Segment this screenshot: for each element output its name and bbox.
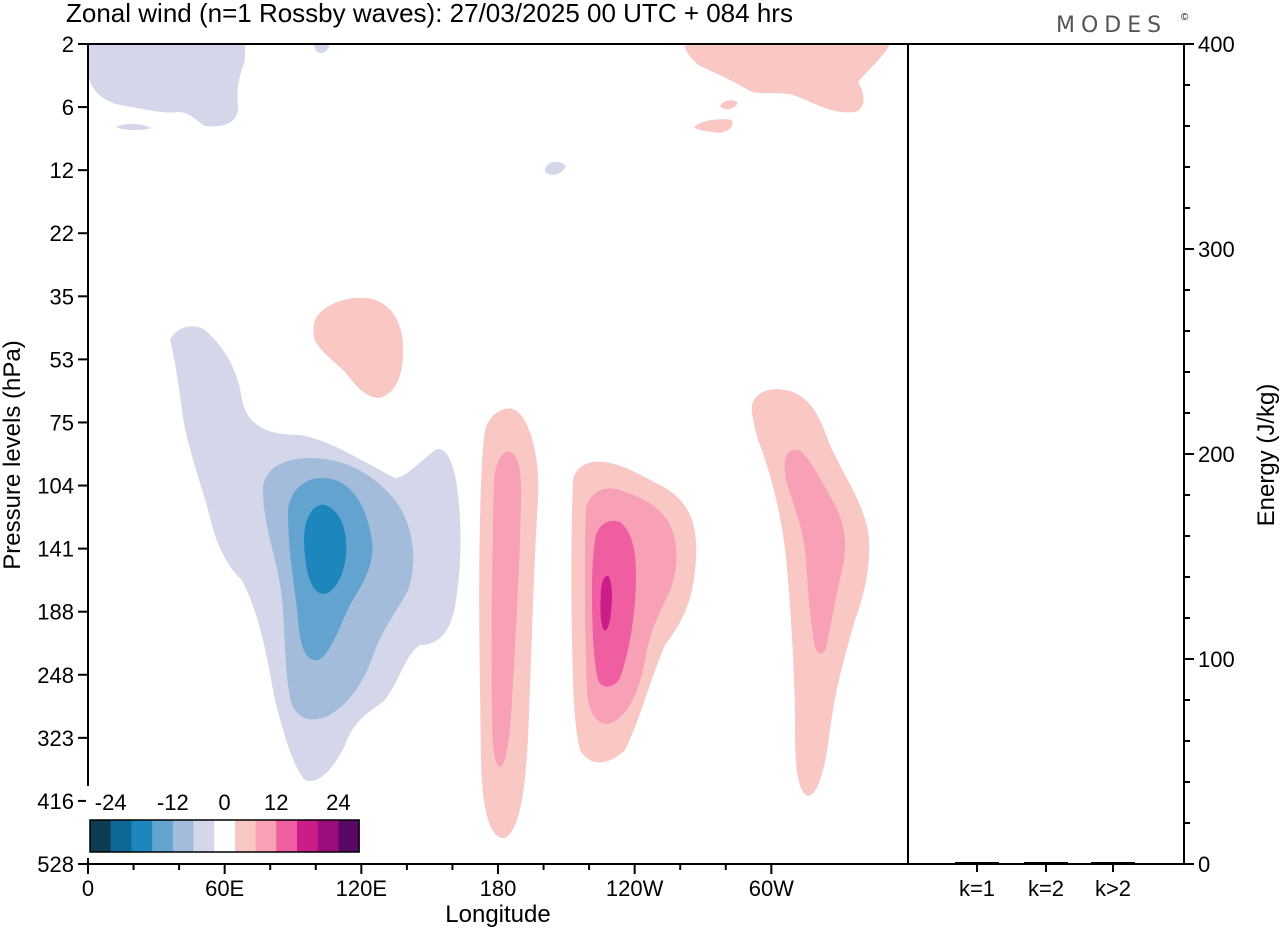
y-axis-energy: 0 100 200 300 400 (1184, 32, 1235, 877)
colorbar-swatch (214, 820, 236, 852)
modes-logo: MODES (1056, 13, 1167, 38)
y-tick-label: 2 (62, 32, 74, 57)
contour-pos-120w-level-3 (592, 520, 636, 687)
contour-neg-upper-left-fleck (116, 123, 152, 131)
energy-panel-frame (907, 43, 1185, 865)
x-tick-label: 120E (336, 876, 387, 901)
y-tick-label: 104 (37, 474, 74, 499)
energy-bar (1091, 862, 1135, 863)
y-axis-label: Pressure levels (hPa) (0, 340, 26, 569)
colorbar-swatch (193, 820, 215, 852)
y-tick-label: 22 (50, 221, 74, 246)
colorbar-swatch (297, 820, 319, 852)
y-tick-label: 12 (50, 158, 74, 183)
y-tick-label: 75 (50, 410, 74, 435)
energy-tick-label: 400 (1198, 32, 1235, 57)
contour-pos-60w-level-2 (784, 449, 846, 654)
y-tick-label: 53 (50, 347, 74, 372)
y-tick-label: 6 (62, 95, 74, 120)
x-tick-label: 0 (82, 876, 94, 901)
x-tick-label: 60E (205, 876, 244, 901)
y-axis-pressure: 2 6 12 22 35 53 75 104 141 188 248 323 416 528 (37, 32, 88, 877)
colorbar-swatch (234, 820, 256, 852)
colorbar-swatch (276, 820, 298, 852)
contour-pos-upper-fleck-2 (694, 119, 733, 133)
y-tick-label: 323 (37, 726, 74, 751)
energy-panel (907, 43, 1185, 865)
colorbar-swatch (317, 820, 339, 852)
colorbar-swatch (152, 820, 174, 852)
energy-tick-label: 0 (1198, 852, 1210, 877)
bar-category-label: k=1 (959, 876, 995, 901)
logo-mark: © (1181, 12, 1189, 23)
colorbar-label: 12 (264, 790, 288, 815)
contour-pos-upper-fleck-1 (720, 100, 738, 110)
contour-neg-12hpa-fleck (545, 161, 566, 175)
y-tick-label: 416 (37, 789, 74, 814)
energy-bars: k=1 k=2 k>2 (955, 862, 1135, 901)
colorbar-swatch (255, 820, 277, 852)
colorbar-label: -12 (157, 790, 189, 815)
x-axis-label: Longitude (445, 901, 550, 928)
y-tick-label: 188 (37, 600, 74, 625)
heatmap-plot-area (87, 43, 909, 865)
contour-neg-level-4 (304, 504, 347, 594)
colorbar-swatch (110, 820, 132, 852)
colorbar-swatch (131, 820, 153, 852)
energy-tick-label: 300 (1198, 237, 1235, 262)
contour-pos-120w-level-4 (600, 575, 612, 631)
colorbar-label: 24 (326, 790, 350, 815)
energy-axis-label: Energy (J/kg) (1253, 384, 1280, 527)
y-tick-label: 248 (37, 663, 74, 688)
x-tick-label: 180 (480, 876, 517, 901)
contour-neg-upper-left (88, 44, 245, 127)
x-tick-label: 120W (606, 876, 664, 901)
x-axis: 0 60E 120E 180 120W 60W (82, 864, 794, 901)
colorbar-swatch (90, 820, 112, 852)
contour-pos-180-level-2 (491, 451, 522, 767)
y-tick-label: 528 (37, 852, 74, 877)
colorbar-frame (89, 819, 360, 853)
x-tick-label: 60W (749, 876, 794, 901)
colorbar-legend: -24 -12 0 12 24 (86, 786, 384, 858)
chart-title: Zonal wind (n=1 Rossby waves): 27/03/202… (66, 0, 793, 28)
energy-bar (955, 862, 999, 863)
contour-neg-upper-tiny (314, 44, 330, 54)
energy-tick-label: 100 (1198, 647, 1235, 672)
colorbar-label: -24 (95, 790, 127, 815)
energy-bar (1024, 862, 1068, 863)
bar-category-label: k>2 (1095, 876, 1131, 901)
colorbar-label: 0 (218, 790, 230, 815)
colorbar-swatch (338, 820, 360, 852)
y-tick-label: 35 (50, 284, 74, 309)
contour-pos-upper-right (684, 44, 890, 113)
colorbar-swatch (172, 820, 194, 852)
contour-pos-53hpa (313, 297, 404, 398)
bar-category-label: k=2 (1028, 876, 1064, 901)
energy-tick-label: 200 (1198, 442, 1235, 467)
y-tick-label: 141 (37, 537, 74, 562)
